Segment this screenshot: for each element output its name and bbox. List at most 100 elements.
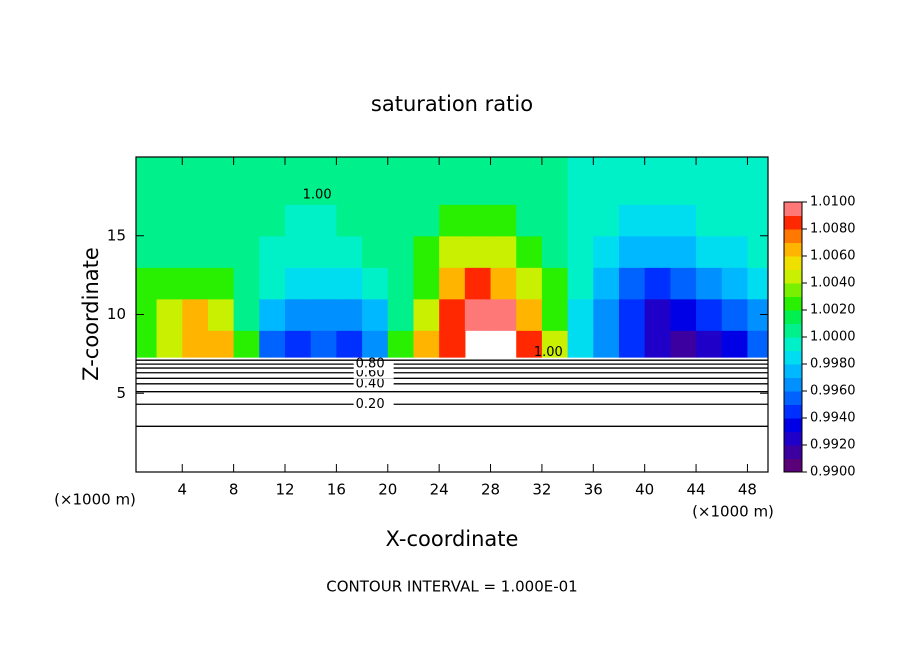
colorbar-label: 0.9980 xyxy=(810,357,856,372)
colorbar-swatch xyxy=(784,350,802,365)
field-cell xyxy=(670,298,697,331)
field-cell xyxy=(182,235,209,268)
field-cell xyxy=(644,204,671,237)
colorbar-swatch xyxy=(784,242,802,257)
field-cell xyxy=(156,298,183,331)
field-cell xyxy=(696,235,723,268)
field-cell xyxy=(207,298,235,331)
field-cell xyxy=(285,267,312,300)
colorbar-label: 0.9940 xyxy=(810,411,856,426)
field-cell xyxy=(696,157,723,205)
field-cell xyxy=(310,267,337,300)
field-cell xyxy=(156,330,183,358)
y-tick-label: 5 xyxy=(116,384,126,402)
chart-title: saturation ratio xyxy=(371,92,533,116)
field-cell xyxy=(541,267,569,300)
field-cell xyxy=(670,330,697,358)
field-cell xyxy=(156,204,183,237)
field-cell xyxy=(310,204,337,237)
field-cell xyxy=(207,235,235,268)
field-cell xyxy=(541,330,569,358)
field-cell xyxy=(490,204,517,237)
field-cell xyxy=(721,157,749,205)
field-cell xyxy=(747,157,768,205)
x-tick-label: 12 xyxy=(275,481,294,499)
field-cell xyxy=(464,235,492,268)
field-cell xyxy=(387,298,415,331)
field-cell xyxy=(362,267,389,300)
colorbar-swatch xyxy=(784,296,802,311)
field-cell xyxy=(259,204,286,237)
field-cell xyxy=(516,157,543,205)
field-cell xyxy=(567,235,594,268)
field-cell xyxy=(464,204,492,237)
y-tick-label: 10 xyxy=(107,305,126,323)
x-unit-left: (×1000 m) xyxy=(54,491,136,509)
colorbar-label: 1.0000 xyxy=(810,330,856,345)
contour-label-bg xyxy=(353,398,394,411)
x-tick-label: 20 xyxy=(378,481,397,499)
colorbar-swatch xyxy=(784,202,802,216)
field-cell xyxy=(310,330,337,358)
field-cell xyxy=(490,235,517,268)
field-cell xyxy=(670,235,697,268)
field-cell xyxy=(696,267,723,300)
contour-lines: 0.200.400.600.80 xyxy=(136,357,768,427)
field-cell xyxy=(413,267,440,300)
colorbar-label: 1.0060 xyxy=(810,249,856,264)
field-cell xyxy=(670,267,697,300)
field-cell xyxy=(670,204,697,237)
field-cell xyxy=(207,204,235,237)
field-cell xyxy=(233,235,260,268)
field-cell xyxy=(259,235,286,268)
field-cell xyxy=(156,235,183,268)
field-cell xyxy=(259,267,286,300)
x-tick-label: 48 xyxy=(738,481,757,499)
field-cell xyxy=(285,298,312,331)
x-axis-label: X-coordinate xyxy=(386,527,519,551)
field-cell xyxy=(285,235,312,268)
x-tick-label: 40 xyxy=(635,481,654,499)
field-cell xyxy=(593,235,620,268)
colorbar-label: 1.0080 xyxy=(810,222,856,237)
field-cell xyxy=(747,330,768,358)
field-cell xyxy=(259,330,286,358)
field-cell xyxy=(362,235,389,268)
field-cell xyxy=(439,235,466,268)
field-cell xyxy=(593,330,620,358)
y-axis-label: Z-coordinate xyxy=(79,247,103,381)
field-cell xyxy=(541,157,569,205)
field-cell xyxy=(439,204,466,237)
colorbar-swatch xyxy=(784,283,802,297)
field-cell xyxy=(259,298,286,331)
field-cell xyxy=(156,267,183,300)
field-cell xyxy=(413,204,440,237)
field-cell xyxy=(567,298,594,331)
field-cell xyxy=(644,330,671,358)
colorbar-swatch xyxy=(784,458,802,473)
field-cell xyxy=(541,235,569,268)
colorbar-swatch xyxy=(784,418,802,432)
field-cell xyxy=(567,267,594,300)
field-cell xyxy=(490,298,517,331)
field-cell xyxy=(593,204,620,237)
colorbar-label: 1.0020 xyxy=(810,303,856,318)
field-cell xyxy=(747,267,768,300)
field-cell xyxy=(490,267,517,300)
colorbar-swatch xyxy=(784,364,802,378)
colorbar-swatch xyxy=(784,445,802,459)
field-cell xyxy=(336,235,363,268)
field-cell xyxy=(182,157,209,205)
field-cell xyxy=(644,157,671,205)
colorbar-swatch xyxy=(784,323,802,338)
contour-label-bg xyxy=(353,377,394,390)
field-cell xyxy=(644,267,671,300)
x-tick-label: 44 xyxy=(687,481,706,499)
field-cell xyxy=(567,157,594,205)
field-cell xyxy=(207,157,235,205)
field-cell xyxy=(136,330,158,358)
field-cell xyxy=(593,157,620,205)
field-cell xyxy=(747,298,768,331)
field-cell xyxy=(207,267,235,300)
field-cell xyxy=(696,330,723,358)
